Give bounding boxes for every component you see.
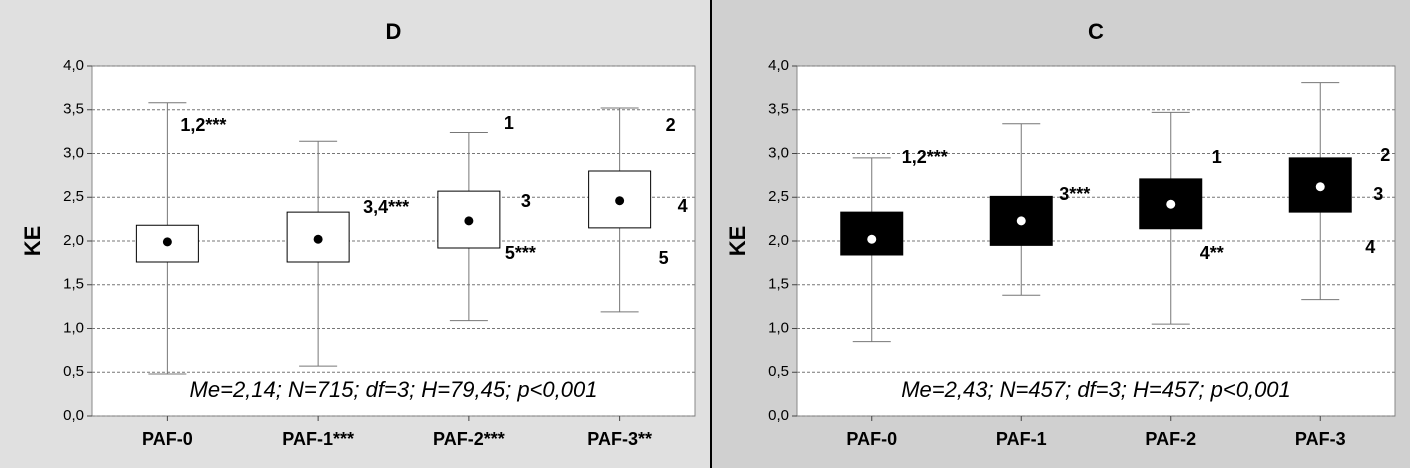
annotation: 1,2***	[180, 115, 226, 135]
box	[840, 211, 904, 256]
x-tick-label: PAF-0	[142, 429, 193, 449]
y-tick-label: 0,0	[63, 407, 84, 424]
y-tick-label: 2,0	[768, 232, 789, 249]
stats-label: Me=2,14; N=715; df=3; H=79,45; p<0,001	[190, 377, 598, 402]
chart-title: D	[386, 19, 402, 44]
stats-label: Me=2,43; N=457; df=3; H=457; p<0,001	[901, 377, 1291, 402]
annotation: 1,2***	[902, 147, 948, 167]
y-tick-label: 3,0	[768, 144, 789, 161]
annotation: 3,4***	[363, 197, 409, 217]
annotation: 2	[666, 115, 676, 135]
y-tick-label: 2,5	[63, 188, 84, 205]
annotation: 3	[521, 191, 531, 211]
y-tick-label: 2,5	[768, 188, 789, 205]
y-tick-label: 1,5	[768, 276, 789, 293]
y-axis-label: KE	[20, 226, 45, 257]
y-tick-label: 1,0	[63, 319, 84, 336]
annotation: 5***	[505, 243, 536, 263]
y-axis-label: KE	[725, 226, 750, 257]
median	[615, 196, 625, 206]
median	[1315, 182, 1325, 192]
y-tick-label: 4,0	[63, 57, 84, 74]
annotation: 1	[504, 113, 514, 133]
annotation: 4	[1365, 237, 1375, 257]
x-tick-label: PAF-1	[996, 429, 1047, 449]
median	[1016, 216, 1026, 226]
y-tick-label: 3,0	[63, 144, 84, 161]
y-tick-label: 2,0	[63, 232, 84, 249]
panel: C KE 0,0 0,5 1,0 1,5 2,0 2,5 3,0 3,5 4,0 PAF-0 1,2**…	[712, 0, 1410, 468]
median	[313, 234, 323, 244]
annotation: 4	[678, 196, 688, 216]
x-tick-label: PAF-2	[1145, 429, 1196, 449]
annotation: 3	[1373, 184, 1383, 204]
x-tick-label: PAF-3**	[587, 429, 652, 449]
median	[464, 216, 474, 226]
x-tick-label: PAF-2***	[433, 429, 505, 449]
y-tick-label: 3,5	[63, 101, 84, 118]
y-tick-label: 1,5	[63, 276, 84, 293]
annotation: 4**	[1200, 243, 1224, 263]
chart-title: C	[1088, 19, 1104, 44]
y-tick-label: 0,0	[768, 407, 789, 424]
annotation: 3***	[1059, 184, 1090, 204]
panel: D KE 0,0 0,5 1,0 1,5 2,0 2,5 3,0 3,5 4,0 PAF-0 1,2**…	[0, 0, 710, 468]
median	[867, 234, 877, 244]
y-tick-label: 0,5	[63, 363, 84, 380]
annotation: 1	[1212, 147, 1222, 167]
median	[1166, 199, 1176, 209]
median	[162, 237, 172, 247]
x-tick-label: PAF-1***	[282, 429, 354, 449]
y-tick-label: 1,0	[768, 319, 789, 336]
y-tick-label: 3,5	[768, 101, 789, 118]
y-tick-label: 4,0	[768, 57, 789, 74]
x-tick-label: PAF-0	[846, 429, 897, 449]
y-tick-label: 0,5	[768, 363, 789, 380]
annotation: 2	[1380, 145, 1390, 165]
x-tick-label: PAF-3	[1295, 429, 1346, 449]
annotation: 5	[659, 248, 669, 268]
